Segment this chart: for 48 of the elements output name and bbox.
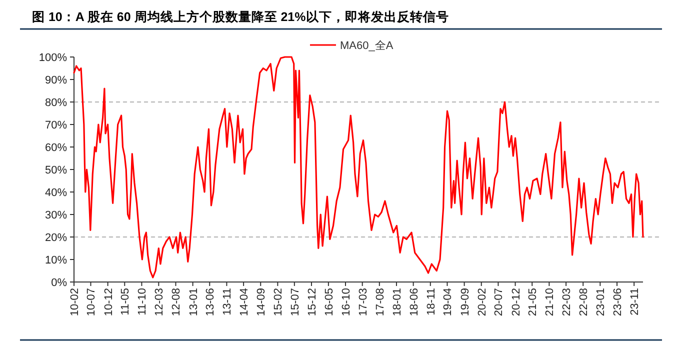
y-tick-label: 10% [44, 254, 68, 266]
y-tick-label: 90% [44, 74, 68, 86]
x-tick-label: 11-10 [136, 288, 149, 316]
x-tick-label: 10-02 [69, 288, 81, 316]
x-tick-label: 14-09 [256, 288, 268, 316]
x-tick-label: 23-01 [595, 288, 608, 316]
y-tick-label: 50% [44, 164, 68, 176]
legend-label: MA60_全A [340, 40, 394, 52]
y-tick-label: 40% [44, 187, 68, 199]
x-tick-label: 13-06 [204, 288, 217, 316]
x-tick-label: 20-12 [510, 288, 522, 316]
x-tick-label: 19-04 [442, 288, 454, 316]
y-tick-label: 60% [44, 142, 68, 154]
y-tick-label: 20% [44, 232, 68, 244]
x-tick-label: 23-06 [612, 288, 624, 316]
line-series [73, 56, 644, 278]
x-tick-label: 15-07 [289, 288, 302, 316]
x-tick-label: 21-10 [544, 288, 556, 316]
x-tick-label: 12-03 [154, 288, 166, 316]
x-tick-label: 23-11 [629, 288, 642, 316]
y-tick-label: 100% [38, 52, 68, 64]
x-tick-label: 17-08 [374, 288, 386, 316]
x-tick-label: 16-10 [340, 288, 353, 316]
x-tick-label: 11-05 [120, 288, 132, 316]
x-tick-label: 20-07 [493, 288, 506, 316]
x-tick-label: 22-08 [578, 288, 590, 316]
x-tick-label: 20-02 [476, 288, 488, 316]
x-tick-label: 10-07 [86, 288, 98, 316]
x-tick-label: 21-05 [527, 288, 540, 316]
y-tick-label: 80% [44, 97, 68, 109]
x-tick-label: 19-09 [459, 288, 472, 316]
x-tick-label: 18-11 [425, 288, 438, 316]
x-tick-label: 10-12 [102, 288, 115, 316]
x-tick-label: 22-03 [561, 288, 574, 316]
y-tick-label: 30% [44, 210, 68, 222]
x-tick-label: 15-02 [272, 288, 285, 316]
x-tick-label: 12-08 [170, 288, 183, 316]
x-tick-label: 15-12 [306, 288, 318, 316]
x-tick-label: 18-06 [408, 288, 420, 316]
y-tick-label: 70% [44, 120, 68, 132]
x-tick-label: 13-01 [188, 288, 200, 316]
x-tick-label: 18-01 [391, 288, 404, 316]
x-tick-label: 13-11 [222, 288, 234, 316]
x-tick-label: 16-05 [323, 288, 336, 316]
chart-title: 图 10：A 股在 60 周均线上方个股数量降至 21%以下，即将发出反转信号 [32, 9, 449, 24]
x-tick-label: 17-03 [357, 288, 370, 316]
x-tick-label: 14-04 [238, 288, 251, 316]
y-tick-label: 0% [51, 277, 68, 289]
